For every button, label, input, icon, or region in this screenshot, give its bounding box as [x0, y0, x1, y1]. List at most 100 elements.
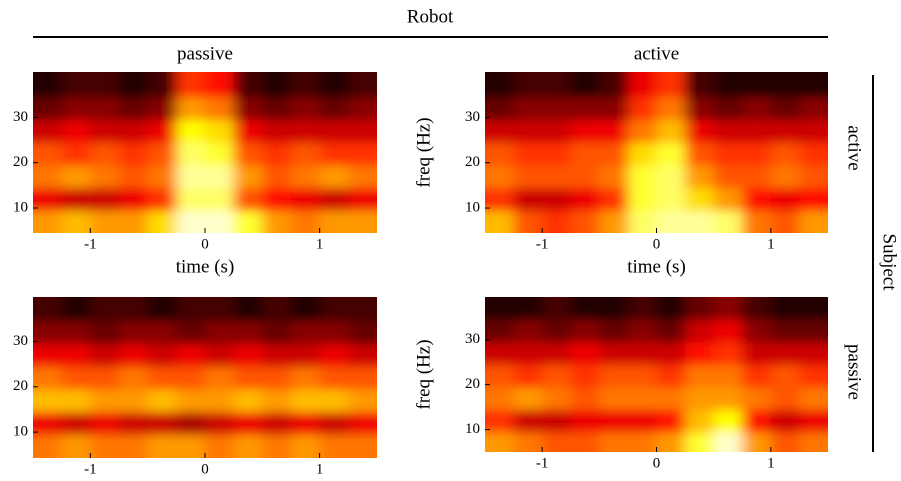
heatmap-cell: [176, 210, 206, 233]
heatmap-cell: [147, 142, 177, 166]
y-tick-label: 20: [465, 376, 480, 392]
heatmap-cell: [119, 72, 149, 98]
heatmap-cell: [770, 164, 800, 189]
heatmap-cell: [513, 409, 543, 433]
heatmap-cell: [291, 119, 321, 143]
heatmap-cell: [147, 434, 177, 458]
heatmap-cell: [742, 119, 772, 143]
heatmap-cell: [570, 72, 600, 98]
figure-title: Robot: [407, 6, 454, 27]
heatmap-cell: [627, 341, 657, 365]
heatmap-cell: [348, 343, 377, 367]
heatmap-cell: [291, 96, 321, 121]
heatmap-cell: [90, 411, 120, 435]
heatmap-cell: [713, 341, 743, 365]
heatmap-cell: [570, 119, 600, 143]
heatmap-cell: [33, 411, 63, 435]
heatmap-cell: [233, 343, 263, 367]
heatmap: [485, 72, 828, 233]
heatmap-cell: [119, 119, 149, 143]
heatmap-cell: [147, 297, 177, 322]
heatmap-cell: [291, 321, 321, 345]
heatmap-cell: [119, 96, 149, 121]
heatmap-cell: [205, 187, 235, 211]
heatmap-cell: [513, 96, 543, 121]
heatmap-cell: [147, 389, 177, 413]
heatmap-cell: [319, 119, 349, 143]
heatmap-cell: [770, 142, 800, 166]
heatmap-cell: [485, 164, 515, 189]
heatmap-cell: [348, 96, 377, 121]
heatmap-cell: [61, 96, 91, 121]
heatmap-cells: [33, 297, 377, 458]
heatmap-cell: [513, 341, 543, 365]
heatmap-cell: [542, 119, 572, 143]
heatmap-cell: [61, 389, 91, 413]
heatmap-cell: [348, 210, 377, 233]
heatmap-cell: [119, 321, 149, 345]
heatmap-cell: [542, 386, 572, 410]
y-tick-label: 20: [465, 154, 480, 170]
heatmap-cell: [742, 409, 772, 433]
heatmap: [485, 297, 828, 452]
heatmap-cells: [33, 72, 377, 233]
y-tick-label: 30: [465, 109, 480, 125]
heatmap-cell: [627, 187, 657, 211]
heatmap-cell: [90, 96, 120, 121]
heatmap-cell: [742, 341, 772, 365]
heatmap-cell: [33, 389, 63, 413]
heatmap-cell: [713, 142, 743, 166]
heatmap-cell: [348, 119, 377, 143]
row-label: passive: [844, 344, 865, 400]
heatmap-cell: [61, 411, 91, 435]
heatmap-cell: [713, 187, 743, 211]
heatmap-cell: [570, 210, 600, 233]
heatmap-cell: [348, 389, 377, 413]
x-tick-label: -1: [536, 455, 549, 471]
heatmap-cell: [713, 119, 743, 143]
x-tick-label: -1: [536, 236, 549, 252]
heatmap-cell: [570, 431, 600, 452]
heatmap-cell: [542, 72, 572, 98]
heatmap: [33, 297, 377, 458]
heatmap-cell: [262, 142, 292, 166]
heatmap-cell: [33, 119, 63, 143]
heatmap-cell: [90, 297, 120, 322]
heatmap-cell: [656, 119, 686, 143]
heatmap-cell: [770, 297, 800, 320]
heatmap-cell: [542, 341, 572, 365]
heatmap-cell: [799, 210, 828, 233]
heatmap-cell: [570, 164, 600, 189]
heatmap-cell: [685, 164, 715, 189]
heatmap-cell: [33, 210, 63, 233]
heatmap-cell: [513, 187, 543, 211]
heatmap-cell: [799, 164, 828, 189]
heatmap-cell: [627, 297, 657, 320]
heatmap: [33, 72, 377, 233]
heatmap-cell: [61, 343, 91, 367]
heatmap-cell: [348, 411, 377, 435]
heatmap-cell: [90, 434, 120, 458]
heatmap-cell: [233, 366, 263, 390]
heatmap-cell: [119, 411, 149, 435]
heatmap-cell: [119, 164, 149, 189]
heatmap-cell: [348, 72, 377, 98]
heatmap-cell: [542, 364, 572, 388]
heatmap-cell: [685, 119, 715, 143]
heatmap-cell: [61, 210, 91, 233]
heatmap-cell: [627, 364, 657, 388]
y-tick-label: 10: [13, 424, 28, 440]
heatmap-cell: [542, 319, 572, 343]
heatmap-cell: [685, 210, 715, 233]
heatmap-cell: [233, 321, 263, 345]
heatmap-cell: [485, 364, 515, 388]
heatmap-cell: [770, 210, 800, 233]
heatmap-cell: [656, 364, 686, 388]
heatmap-cell: [90, 210, 120, 233]
heatmap-cell: [119, 187, 149, 211]
heatmap-cell: [262, 210, 292, 233]
heatmap-cell: [599, 409, 629, 433]
x-tick-label: 1: [316, 236, 324, 252]
heatmap-cell: [570, 297, 600, 320]
heatmap-cell: [233, 297, 263, 322]
